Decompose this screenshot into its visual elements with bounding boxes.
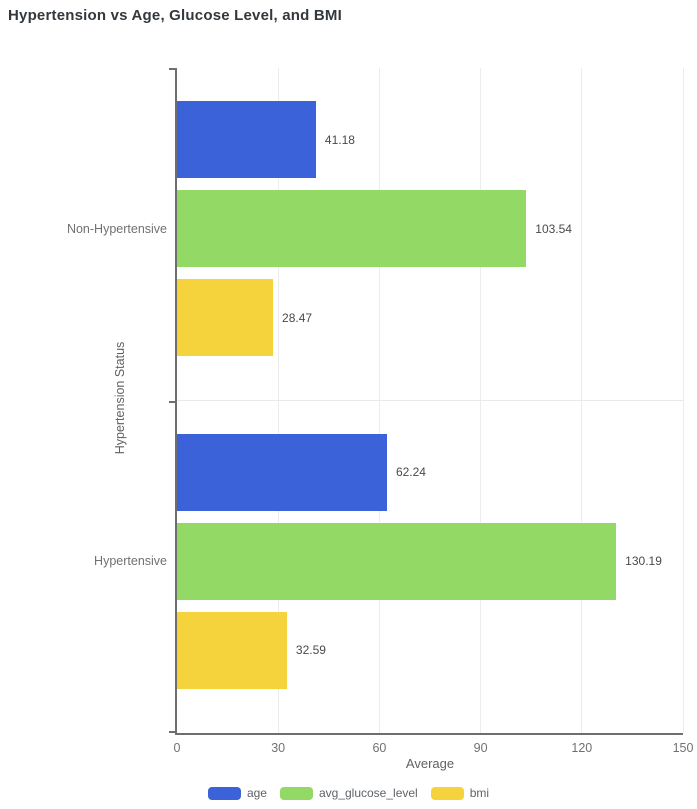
x-tick-label-120: 120 bbox=[571, 741, 593, 755]
value-label-bmi-hypertensive: 32.59 bbox=[295, 643, 326, 657]
plot-area: 0 30 60 90 120 150 41.18 103.54 28.47 Non-Hyperte… bbox=[67, 68, 693, 755]
value-label-age-non-hypertensive: 41.18 bbox=[324, 132, 355, 147]
y-axis-tick bbox=[169, 68, 175, 70]
legend-item-age: age bbox=[207, 786, 267, 800]
x-tick-label-0: 0 bbox=[173, 741, 181, 755]
x-tick-label-90: 90 bbox=[473, 741, 488, 755]
legend-item-avg-glucose-level: avg_glucose_level bbox=[279, 786, 418, 800]
value-label-avg-glucose-level-non-hypertensive: 103.54 bbox=[535, 221, 572, 236]
legend-label-avg-glucose-level: avg_glucose_level bbox=[318, 786, 418, 800]
legend-swatch-avg-glucose-level bbox=[279, 786, 313, 800]
bar-bmi-hypertensive bbox=[177, 611, 287, 689]
gridline-category-separator bbox=[177, 400, 683, 401]
gridline-x-150 bbox=[682, 68, 684, 733]
x-axis-title: Average bbox=[405, 756, 455, 771]
legend-swatch-bmi bbox=[430, 786, 464, 800]
y-axis-tick bbox=[169, 400, 175, 403]
category-label-hypertensive: Hypertensive bbox=[94, 554, 167, 568]
bar-age-hypertensive bbox=[177, 433, 387, 511]
x-tick-label-150: 150 bbox=[672, 741, 694, 755]
bar-avg-glucose-level-hypertensive bbox=[177, 522, 617, 600]
bar-age-non-hypertensive bbox=[177, 101, 316, 178]
value-label-age-hypertensive: 62.24 bbox=[395, 465, 426, 479]
category-label-non-hypertensive: Non-Hypertensive bbox=[66, 221, 167, 236]
bar-bmi-non-hypertensive bbox=[177, 279, 274, 356]
value-label-avg-glucose-level-hypertensive: 130.19 bbox=[625, 554, 662, 568]
x-axis-line bbox=[175, 733, 683, 735]
legend-item-bmi: bmi bbox=[430, 786, 490, 800]
y-axis-line bbox=[175, 68, 177, 733]
legend-swatch-age bbox=[207, 786, 241, 800]
legend-label-bmi: bmi bbox=[469, 786, 490, 800]
value-label-bmi-non-hypertensive: 28.47 bbox=[282, 310, 313, 325]
legend-label-age: age bbox=[246, 786, 267, 800]
x-tick-label-60: 60 bbox=[372, 741, 387, 755]
bar-avg-glucose-level-non-hypertensive bbox=[177, 190, 527, 267]
y-axis-title: Hypertension Status bbox=[113, 341, 127, 455]
legend: age avg_glucose_level bmi bbox=[0, 786, 697, 800]
chart-title: Hypertension vs Age, Glucose Level, and … bbox=[8, 7, 342, 24]
y-axis-tick bbox=[169, 731, 175, 733]
x-tick-label-30: 30 bbox=[271, 741, 286, 755]
